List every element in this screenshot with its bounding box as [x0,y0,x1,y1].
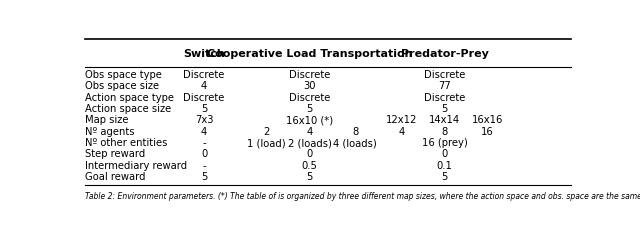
Text: Obs space size: Obs space size [85,81,159,91]
Text: 0: 0 [201,149,207,159]
Text: Map size: Map size [85,115,129,125]
Text: Goal reward: Goal reward [85,172,145,182]
Text: 5: 5 [442,172,448,182]
Text: 4: 4 [398,127,404,137]
Text: Discrete: Discrete [424,93,465,103]
Text: Action space size: Action space size [85,104,172,114]
Text: Cooperative Load Transportation: Cooperative Load Transportation [207,49,412,59]
Text: 0.5: 0.5 [301,161,317,171]
Text: 0.1: 0.1 [436,161,452,171]
Text: 7x3: 7x3 [195,115,213,125]
Text: Discrete: Discrete [183,93,225,103]
Text: 0: 0 [442,149,448,159]
Text: 0: 0 [307,149,313,159]
Text: 16x16: 16x16 [472,115,504,125]
Text: 16: 16 [481,127,494,137]
Text: 5: 5 [307,104,313,114]
Text: Obs space type: Obs space type [85,70,162,80]
Text: Table 2: Environment parameters. (*) The table of is organized by three differen: Table 2: Environment parameters. (*) The… [85,192,640,200]
Text: 16 (prey): 16 (prey) [422,138,467,148]
Text: Discrete: Discrete [183,70,225,80]
Text: Discrete: Discrete [289,70,330,80]
Text: 8: 8 [352,127,358,137]
Text: 5: 5 [442,104,448,114]
Text: 77: 77 [438,81,451,91]
Text: 5: 5 [201,172,207,182]
Text: Discrete: Discrete [424,70,465,80]
Text: 2: 2 [263,127,269,137]
Text: Switch: Switch [183,49,225,59]
Text: 5: 5 [307,172,313,182]
Text: 1 (load): 1 (load) [246,138,285,148]
Text: 4: 4 [307,127,313,137]
Text: Nº agents: Nº agents [85,127,134,137]
Text: Predator-Prey: Predator-Prey [401,49,488,59]
Text: Discrete: Discrete [289,93,330,103]
Text: 2 (loads): 2 (loads) [288,138,332,148]
Text: -: - [202,161,206,171]
Text: 5: 5 [201,104,207,114]
Text: 14x14: 14x14 [429,115,460,125]
Text: 12x12: 12x12 [386,115,417,125]
Text: Action space type: Action space type [85,93,174,103]
Text: Step reward: Step reward [85,149,145,159]
Text: Nº other entities: Nº other entities [85,138,167,148]
Text: 8: 8 [442,127,448,137]
Text: Intermediary reward: Intermediary reward [85,161,187,171]
Text: 30: 30 [303,81,316,91]
Text: 16x10 (*): 16x10 (*) [286,115,333,125]
Text: 4: 4 [201,81,207,91]
Text: -: - [202,138,206,148]
Text: 4 (loads): 4 (loads) [333,138,377,148]
Text: 4: 4 [201,127,207,137]
